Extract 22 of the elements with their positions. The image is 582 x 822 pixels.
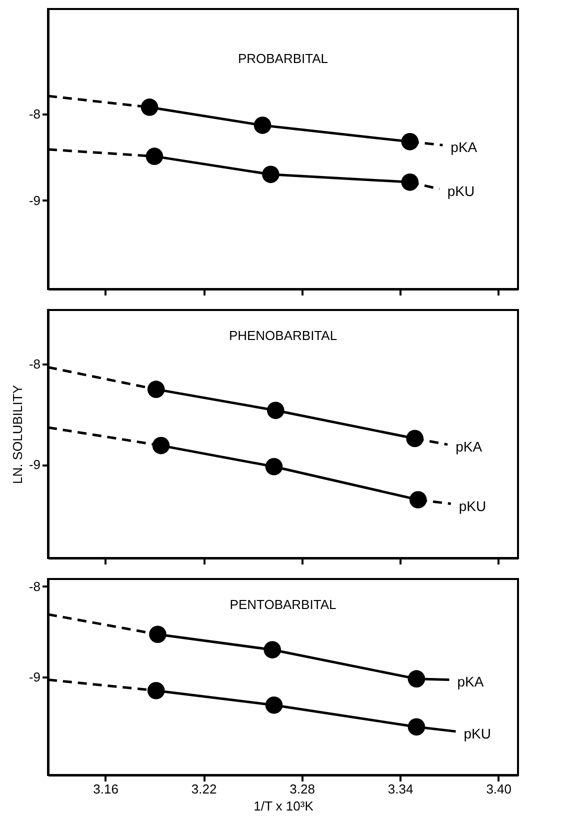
series-label: pKU (458, 498, 486, 514)
text: PHENOBARBITAL (228, 328, 338, 343)
x-tick-label: 3.22 (191, 782, 217, 796)
x-axis-title: 1/T x 10³K (254, 798, 314, 814)
series-label: pKA (450, 139, 478, 156)
series-label: pKA (457, 674, 484, 690)
y-tick-label: -9 (28, 457, 40, 472)
y-tick-label: -8 (28, 106, 40, 122)
series-label: pKU (447, 183, 475, 200)
y-tick-label: -8 (28, 578, 40, 594)
text: PROBARBITAL (238, 51, 328, 66)
text: PENTOBARBITAL (230, 597, 336, 612)
y-tick-label: -9 (28, 670, 40, 684)
x-tick-label: 3.16 (93, 782, 118, 796)
y-tick-label: -9 (28, 192, 40, 208)
x-tick-label: 3.28 (290, 782, 315, 796)
y-axis-title: LN. SOLUBILITY (10, 384, 25, 484)
x-tick-label: 3.40 (486, 782, 512, 796)
series-label: pKU (464, 725, 492, 742)
y-tick-label: -8 (28, 356, 40, 372)
x-tick-label: 3.34 (388, 782, 414, 796)
series-label: pKA (456, 438, 483, 455)
